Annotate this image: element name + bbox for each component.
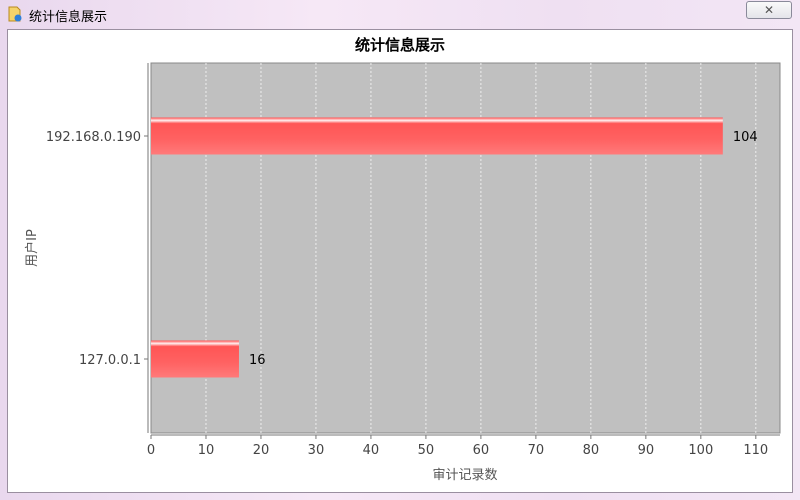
x-tick-label: 110 <box>743 443 768 458</box>
bar <box>151 117 723 155</box>
close-icon: ✕ <box>763 3 775 17</box>
chart-title: 统计信息展示 <box>355 36 445 54</box>
x-tick-label: 10 <box>198 443 215 458</box>
x-tick-label: 20 <box>253 443 270 458</box>
bar <box>151 340 239 378</box>
close-button[interactable]: ✕ <box>746 1 792 19</box>
y-tick-label: 192.168.0.190 <box>46 130 141 145</box>
x-tick-label: 60 <box>473 443 490 458</box>
x-tick-label: 30 <box>308 443 325 458</box>
x-tick-label: 90 <box>638 443 655 458</box>
y-axis-label: 用户IP <box>24 229 40 267</box>
x-tick-label: 100 <box>688 443 713 458</box>
x-axis-label: 审计记录数 <box>432 468 497 483</box>
x-tick-label: 40 <box>363 443 380 458</box>
document-info-icon <box>8 6 22 22</box>
x-tick-label: 70 <box>528 443 545 458</box>
title-bar: 统计信息展示 ✕ <box>0 0 800 28</box>
data-label: 104 <box>733 130 758 145</box>
x-tick-label: 80 <box>583 443 600 458</box>
x-tick-label: 0 <box>147 443 155 458</box>
data-label: 16 <box>249 353 266 368</box>
window-title: 统计信息展示 <box>29 10 108 25</box>
x-tick-label: 50 <box>418 443 435 458</box>
y-tick-label: 127.0.0.1 <box>79 353 141 368</box>
